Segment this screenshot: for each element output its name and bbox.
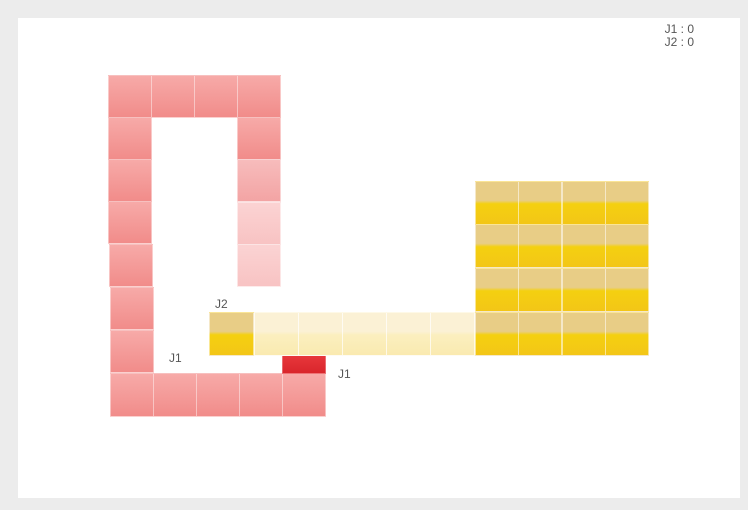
j2-trail-tile [562,224,606,268]
j2-trail-tile-faded [298,312,343,356]
j1-head-label: J1 [338,367,351,381]
j1-trail-tile [110,287,154,330]
j1-label: J1 [169,351,182,365]
game-board: J1 : 0 J2 : 0 J2 [18,18,740,498]
j2-trail-tile [605,268,649,312]
j2-trail-tile [518,312,562,356]
j1-trail-tile-faded [237,202,281,245]
j1-trail-tile [151,75,195,118]
j2-label: J2 [215,297,228,311]
j1-trail-tile [108,75,152,118]
j1-trail-tile [108,159,152,202]
j2-trail-tile [518,181,562,225]
j2-trail-tile-faded [386,312,431,356]
score-j1: J1 : 0 [664,22,694,36]
j1-trail-tile-faded [237,244,281,287]
j1-trail-tile [108,117,152,160]
j2-head [209,312,254,356]
j1-trail-tile [109,244,153,287]
j2-trail-tile [475,181,519,225]
j2-trail-tile [605,312,649,356]
j1-trail-tile [110,330,154,373]
j2-trail-tile [475,312,519,356]
j2-trail-tile-faded [342,312,387,356]
j1-trail-tile [153,373,197,417]
j2-trail-tile [518,224,562,268]
score-panel: J1 : 0 J2 : 0 [665,23,694,49]
j1-trail-tile [194,75,238,118]
j1-trail-tile [282,373,326,417]
j1-head [282,354,326,374]
j2-trail-tile [605,181,649,225]
j2-trail-tile-faded [254,312,299,356]
j2-trail-tile [605,224,649,268]
j2-trail-tile [562,181,606,225]
j2-trail-tile [562,268,606,312]
j1-trail-tile [196,373,240,417]
j1-trail-tile [239,373,283,417]
j1-trail-tile [108,201,152,244]
j2-trail-tile [518,268,562,312]
score-j2: J2 : 0 [664,35,694,49]
j2-trail-tile [475,268,519,312]
j1-trail-tile [237,117,281,160]
j1-trail-tile-faded [237,159,281,202]
j2-trail-tile [562,312,606,356]
j1-trail-tile [110,373,154,417]
j1-trail-tile [237,75,281,118]
j2-trail-tile [475,224,519,268]
j2-trail-tile-faded [430,312,475,356]
